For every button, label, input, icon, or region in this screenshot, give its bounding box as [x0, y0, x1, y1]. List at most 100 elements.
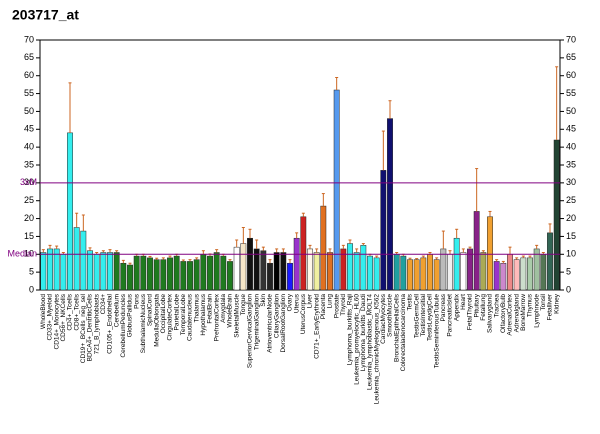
- x-tick-label: Heart: [460, 294, 467, 310]
- x-tick-label: CD56+_NKCells: [60, 293, 67, 341]
- y-tick-label: 20: [24, 213, 34, 223]
- bar: [133, 255, 140, 291]
- x-tick-label: Lymphoma_burkitts_Raji: [347, 294, 354, 365]
- x-tick-label: SmoothMuscle: [387, 294, 394, 337]
- x-tick-label: CD105+_Endothelial: [107, 293, 114, 353]
- x-tick-label: Tonsil: [540, 293, 547, 310]
- bar: [127, 264, 133, 291]
- y2-tick-label: 40: [566, 142, 576, 152]
- x-tick-label: SubthalamicNucleus: [140, 293, 147, 353]
- bar: [153, 259, 160, 291]
- y2-tick-label: 30: [566, 177, 576, 187]
- y2-tick-label: 35: [566, 159, 576, 169]
- bar: [247, 237, 253, 291]
- y2-tick-label: 5: [566, 267, 571, 277]
- x-tick-label: Placenta: [320, 294, 327, 320]
- x-tick-label: Leukemia_chronicMyelogenous_K562: [373, 294, 380, 405]
- x-tick-label: GlobusPallidus: [127, 293, 134, 337]
- y2-tick-label: 25: [566, 195, 576, 205]
- x-tick-label: Adrenalgland: [513, 294, 520, 333]
- x-tick-label: DorsalRootGanglion: [280, 294, 287, 353]
- x-tick-label: Hypothalamus: [200, 293, 207, 335]
- bar: [453, 237, 460, 291]
- x-tick-label: TrigeminalGanglion: [253, 294, 260, 351]
- bar: [427, 254, 433, 291]
- bar: [313, 252, 320, 291]
- y-tick-label: 30: [24, 177, 34, 187]
- bar: [60, 254, 67, 291]
- x-tick-label: CD71+_EarlyErythroid: [313, 294, 320, 359]
- bar: [473, 211, 480, 291]
- x-tick-label: CardiacMyocytes: [380, 293, 387, 344]
- bar: [47, 248, 53, 291]
- y2-tick-label: 65: [566, 52, 576, 62]
- x-tick-label: Pituitary: [473, 293, 480, 317]
- x-tick-label: Trachea: [493, 294, 500, 318]
- x-tick-label: FetalThyroid: [467, 294, 474, 331]
- bar: [507, 254, 513, 291]
- y-tick-label: 55: [24, 88, 34, 98]
- bar: [213, 252, 220, 291]
- y-tick-label: 65: [24, 52, 34, 62]
- x-tick-label: BDCA4+_DentriticCells: [87, 293, 94, 361]
- y2-tick-label: 55: [566, 88, 576, 98]
- bar: [220, 255, 227, 291]
- x-tick-label: WholeBlood: [40, 294, 47, 329]
- bar: [140, 255, 147, 291]
- y-tick-label: 5: [29, 267, 34, 277]
- x-tick-label: SpinalCord: [147, 294, 154, 327]
- bar: [480, 252, 487, 291]
- bar: [520, 257, 527, 291]
- x-tick-label: CD14+_Monocytes: [53, 293, 60, 349]
- bar: [100, 252, 107, 291]
- x-tick-label: UterusCorpus: [300, 293, 307, 334]
- bar: [267, 262, 273, 291]
- bar: [200, 254, 207, 291]
- x-tick-label: Amygdala: [220, 294, 227, 323]
- x-tick-label: BoneMarrow: [520, 294, 527, 331]
- bar: [367, 255, 373, 291]
- bar: [380, 170, 387, 291]
- x-tick-label: TestisGermCell: [413, 293, 420, 338]
- x-tick-label: Pons: [133, 293, 140, 309]
- x-tick-label: WholeBrain: [227, 294, 234, 328]
- bar: [167, 257, 173, 291]
- x-tick-label: Colorectaladenocarcinoma: [400, 294, 407, 372]
- y2-tick-label: 70: [566, 34, 576, 44]
- y-tick-label: 35: [24, 159, 34, 169]
- bar: [487, 216, 493, 291]
- bar: [347, 243, 353, 291]
- bar: [353, 252, 360, 291]
- bar: [413, 259, 420, 291]
- x-tick-label: CingulateCortex: [167, 293, 174, 340]
- bar: [420, 257, 427, 291]
- x-tick-label: Caudatenucleus: [187, 293, 194, 341]
- bar: [360, 245, 367, 291]
- bar: [460, 252, 467, 291]
- bar: [240, 243, 247, 291]
- bar: [180, 261, 187, 291]
- bar: [307, 248, 313, 291]
- x-tick-label: Fetalliver: [547, 293, 554, 320]
- bar: [120, 262, 127, 291]
- x-tick-label: TestisSeminiferousTubule: [433, 294, 440, 369]
- y2-tick-label: 20: [566, 213, 576, 223]
- x-tick-label: TestisLeydigCell: [427, 293, 434, 341]
- x-tick-label: CD19+_BCells_neg_sel: [80, 293, 87, 363]
- bar: [227, 261, 233, 291]
- bar: [320, 205, 327, 291]
- y-tick-label: 15: [24, 231, 34, 241]
- x-tick-label: Tongue: [240, 294, 247, 316]
- y2-tick-label: 10: [566, 249, 576, 259]
- bar: [80, 230, 87, 291]
- x-tick-label: CiliaryGanglion: [273, 294, 280, 338]
- bar: [87, 250, 93, 291]
- x-tick-label: SkeletalMuscle: [233, 294, 240, 338]
- reference-label: 3xM: [20, 177, 37, 187]
- y2-tick-label: 50: [566, 106, 576, 116]
- bar: [333, 89, 340, 291]
- x-tick-label: TestisIntersitial: [420, 293, 427, 336]
- x-tick-label: Thyroid: [340, 294, 347, 316]
- x-tick-label: Liver: [307, 293, 314, 308]
- bar: [467, 248, 473, 291]
